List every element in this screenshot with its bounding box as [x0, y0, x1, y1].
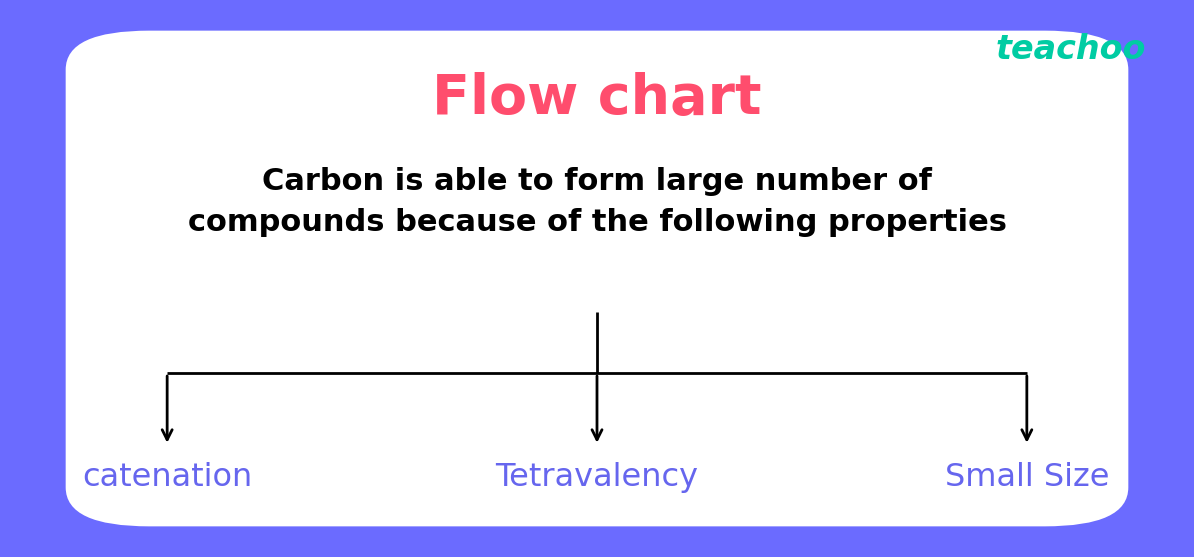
Text: Carbon is able to form large number of
compounds because of the following proper: Carbon is able to form large number of c… — [187, 167, 1007, 237]
FancyBboxPatch shape — [66, 31, 1128, 526]
Text: catenation: catenation — [82, 462, 252, 494]
Text: Flow chart: Flow chart — [432, 72, 762, 126]
Text: teachoo: teachoo — [996, 33, 1146, 66]
Text: Tetravalency: Tetravalency — [496, 462, 698, 494]
Text: Small Size: Small Size — [944, 462, 1109, 494]
